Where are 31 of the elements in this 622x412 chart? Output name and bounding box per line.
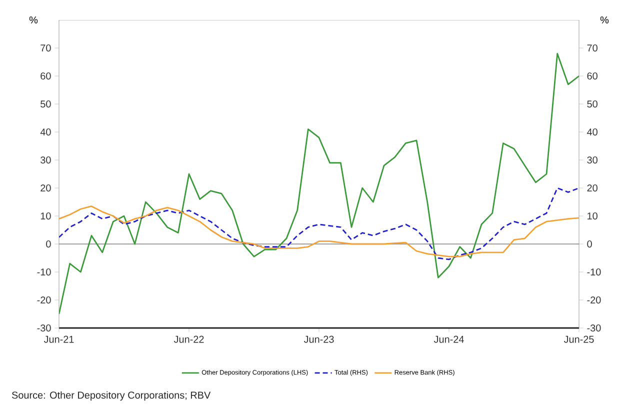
y-tick-label: -30 [37,324,51,332]
y2-tick-label: 20 [587,184,598,192]
y2-tick-label: 0 [587,240,592,248]
x-tick-label: Jun-23 [304,336,334,343]
y2-tick-label: -10 [587,268,601,276]
y-tick-label: 10 [40,212,51,220]
y2-tick-label: 70 [587,44,598,52]
y2-tick-label: 40 [587,128,598,136]
y2-tick-label: -20 [587,296,601,304]
y-tick-label: 20 [40,184,51,192]
y2-tick-label: 10 [588,212,598,220]
y-tick-label: 0 [46,240,51,248]
y-tick-label: -20 [37,296,51,304]
y2-axis-title: % [600,16,609,24]
x-tick-label: Jun-25 [564,336,594,343]
y-tick-label: -10 [37,268,51,276]
x-tick-label: Jun-22 [174,336,204,343]
y2-tick-label: -30 [587,324,601,332]
y2-tick-label: 30 [587,156,598,164]
y-axis-title: % [29,16,38,24]
y-tick-label: 60 [40,72,51,80]
y-tick-label: 40 [40,128,51,136]
source-note: Source: Other Depository Corporations; RBV [12,391,211,401]
y2-tick-label: 50 [587,100,598,108]
y-tick-label: 30 [40,156,51,164]
y-tick-label: 70 [40,44,51,52]
y2-tick-label: 60 [587,72,598,80]
line-series [59,52,580,315]
x-tick-label: Jun-24 [434,336,464,343]
x-tick-label: Jun-21 [44,336,74,343]
y-tick-label: 50 [40,100,51,108]
